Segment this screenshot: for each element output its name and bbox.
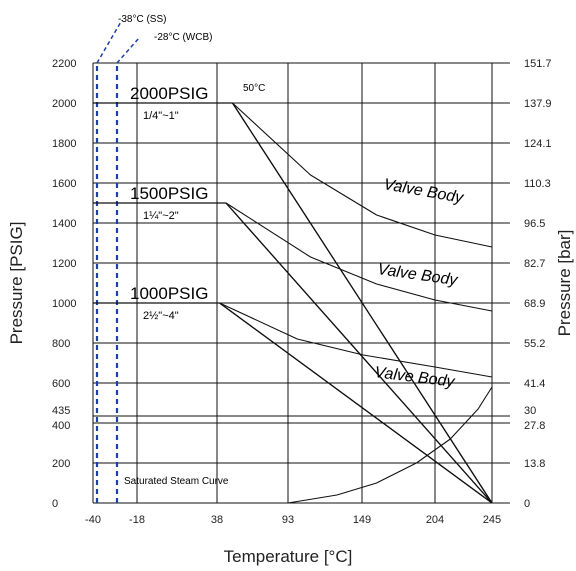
x-tick: -18 bbox=[129, 514, 145, 526]
y-tick-right: 110.3 bbox=[524, 178, 551, 190]
rating-size-label: 1¼"~2" bbox=[143, 210, 179, 222]
y-axis-title-left: Pressure [PSIG] bbox=[7, 222, 26, 345]
valve-body-label: Valve Body bbox=[376, 261, 459, 289]
rating-label: 2000PSIG bbox=[130, 84, 208, 103]
valve-body-label: Valve Body bbox=[382, 176, 465, 207]
y-tick-left: 800 bbox=[52, 338, 70, 350]
series-line bbox=[232, 102, 493, 248]
series-line bbox=[93, 202, 493, 504]
x-tick: 38 bbox=[211, 514, 223, 526]
series-line bbox=[231, 102, 493, 504]
y-tick-left: 1400 bbox=[52, 218, 76, 230]
y-axis-title-right: Pressure [bar] bbox=[555, 230, 574, 337]
series-line bbox=[219, 302, 493, 504]
x-tick: -40 bbox=[85, 514, 101, 526]
y-tick-right: 137.9 bbox=[524, 98, 552, 110]
y-tick-right: 96.5 bbox=[524, 218, 545, 230]
x-tick: 204 bbox=[426, 514, 444, 526]
y-tick-left: 1000 bbox=[52, 298, 76, 310]
y-tick-left: 1200 bbox=[52, 258, 76, 270]
y-tick-right: 68.9 bbox=[524, 298, 545, 310]
limit-leader-ss bbox=[96, 19, 123, 64]
steam-curve-label: Saturated Steam Curve bbox=[124, 476, 229, 487]
y-tick-left: 0 bbox=[52, 498, 58, 510]
y-tick-right: 124.1 bbox=[524, 138, 552, 150]
y-tick-left: 600 bbox=[52, 378, 70, 390]
y-tick-left: 2000 bbox=[52, 98, 76, 110]
series-line bbox=[225, 202, 493, 504]
y-tick-left: 435 bbox=[52, 405, 70, 417]
y-tick-right: 30 bbox=[524, 405, 536, 417]
y-tick-left: 400 bbox=[52, 420, 70, 432]
series-line bbox=[225, 202, 493, 312]
series-line bbox=[219, 302, 493, 378]
limit-label-wcb: -28°C (WCB) bbox=[154, 32, 212, 43]
series-line bbox=[93, 302, 493, 504]
rating-size-label: 1/4"~1" bbox=[143, 110, 179, 122]
chart-labels: -38°C (SS) -28°C (WCB) 2000PSIG 1/4"~1" 1500… bbox=[7, 14, 574, 566]
y-tick-right: 0 bbox=[524, 498, 530, 510]
limit-label-ss: -38°C (SS) bbox=[118, 14, 166, 25]
y-tick-right: 41.4 bbox=[524, 378, 545, 390]
y-tick-left: 200 bbox=[52, 458, 70, 470]
series-line bbox=[287, 386, 493, 504]
y-tick-right: 151.7 bbox=[524, 58, 552, 70]
tick-labels: 0 200 400 435 600 800 1000 1200 1400 1600 1800 2000… bbox=[52, 58, 552, 526]
rating-label: 1000PSIG bbox=[130, 284, 208, 303]
rating-size-label: 2½"~4" bbox=[143, 310, 179, 322]
limit-leader-wcb bbox=[116, 37, 140, 64]
x-tick: 149 bbox=[353, 514, 371, 526]
x-tick: 93 bbox=[282, 514, 294, 526]
chart-series bbox=[93, 102, 493, 504]
temp-50-label: 50°C bbox=[243, 83, 265, 94]
rating-label: 1500PSIG bbox=[130, 184, 208, 203]
y-tick-left: 1600 bbox=[52, 178, 76, 190]
y-tick-left: 2200 bbox=[52, 58, 76, 70]
limit-lines bbox=[95, 19, 140, 503]
y-tick-right: 82.7 bbox=[524, 258, 545, 270]
y-tick-right: 55.2 bbox=[524, 338, 545, 350]
y-tick-left: 1800 bbox=[52, 138, 76, 150]
y-tick-right: 27.8 bbox=[524, 420, 545, 432]
y-tick-right: 13.8 bbox=[524, 458, 545, 470]
x-tick: 245 bbox=[483, 514, 501, 526]
x-axis-title: Temperature [°C] bbox=[224, 547, 353, 566]
